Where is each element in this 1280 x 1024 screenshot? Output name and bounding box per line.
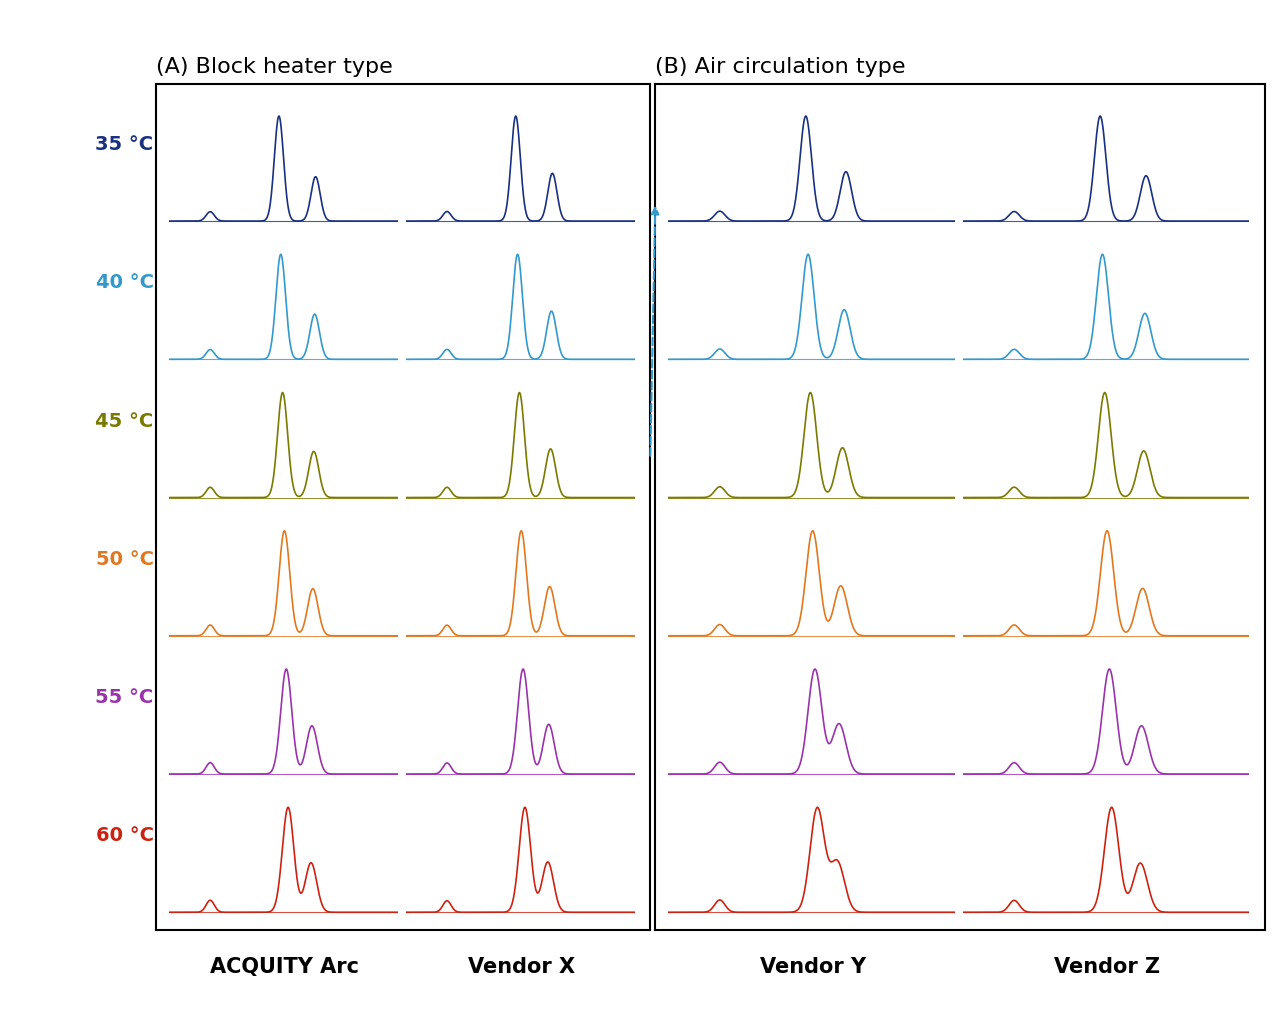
Text: 60 °C: 60 °C xyxy=(96,826,154,846)
Text: Vendor Y: Vendor Y xyxy=(760,957,865,978)
Text: 40 °C: 40 °C xyxy=(96,273,154,293)
Text: 55 °C: 55 °C xyxy=(95,688,154,708)
Text: Vendor Z: Vendor Z xyxy=(1055,957,1160,978)
Text: ACQUITY Arc: ACQUITY Arc xyxy=(210,957,360,978)
Text: 50 °C: 50 °C xyxy=(96,550,154,569)
Text: 45 °C: 45 °C xyxy=(95,412,154,431)
Text: (A) Block heater type: (A) Block heater type xyxy=(156,56,393,77)
Text: (B) Air circulation type: (B) Air circulation type xyxy=(655,56,906,77)
Text: Vendor X: Vendor X xyxy=(468,957,575,978)
Text: 35 °C: 35 °C xyxy=(96,135,154,155)
